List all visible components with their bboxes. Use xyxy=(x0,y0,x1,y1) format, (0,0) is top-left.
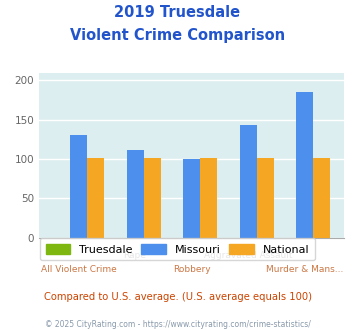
Text: Compared to U.S. average. (U.S. average equals 100): Compared to U.S. average. (U.S. average … xyxy=(44,292,311,302)
Text: © 2025 CityRating.com - https://www.cityrating.com/crime-statistics/: © 2025 CityRating.com - https://www.city… xyxy=(45,320,310,329)
Bar xyxy=(240,125,257,238)
Bar xyxy=(257,158,274,238)
Text: All Violent Crime: All Violent Crime xyxy=(40,265,116,274)
Text: 2019 Truesdale: 2019 Truesdale xyxy=(114,5,241,20)
Text: Violent Crime Comparison: Violent Crime Comparison xyxy=(70,28,285,43)
Bar xyxy=(70,135,87,238)
Bar xyxy=(87,158,104,238)
Text: Murder & Mans...: Murder & Mans... xyxy=(266,265,344,274)
Bar xyxy=(143,158,160,238)
Text: Aggravated Assault: Aggravated Assault xyxy=(204,251,293,260)
Bar xyxy=(183,159,200,238)
Text: Robbery: Robbery xyxy=(173,265,211,274)
Bar xyxy=(313,158,331,238)
Legend: Truesdale, Missouri, National: Truesdale, Missouri, National xyxy=(40,238,315,260)
Text: Rape: Rape xyxy=(124,251,147,260)
Bar xyxy=(127,149,143,238)
Bar xyxy=(296,92,313,238)
Bar xyxy=(200,158,217,238)
